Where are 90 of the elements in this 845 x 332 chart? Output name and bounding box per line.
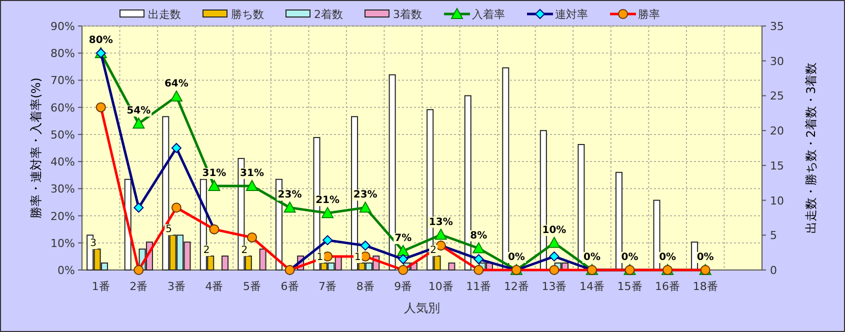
y-tick-label: 20% xyxy=(50,210,75,223)
legend-label: 2着数 xyxy=(314,8,343,21)
bar xyxy=(259,248,266,270)
y-tick-label: 50% xyxy=(50,128,75,142)
data-label: 8% xyxy=(469,230,488,242)
bar xyxy=(388,74,396,270)
y-tick-label: 0% xyxy=(58,264,75,277)
x-tick-label: 7番 xyxy=(318,280,337,293)
data-label: 2 xyxy=(240,245,249,256)
data-label: 0% xyxy=(658,252,678,263)
point xyxy=(322,207,334,218)
data-label: 0% xyxy=(696,252,715,263)
x-tick-label: 12番 xyxy=(504,280,529,293)
point xyxy=(474,254,484,264)
y2-axis-title: 出走数・勝ち数・2着数・3着数 xyxy=(804,62,818,234)
x-tick-label: 9番 xyxy=(394,280,412,293)
legend-label: 連対率 xyxy=(555,8,588,21)
bar xyxy=(448,262,456,270)
point xyxy=(208,180,220,191)
legend-label: 勝ち数 xyxy=(231,8,264,21)
point xyxy=(397,245,410,256)
bar xyxy=(222,256,229,270)
bar xyxy=(653,200,660,270)
y-tick-label: 40% xyxy=(50,156,75,169)
bar xyxy=(464,95,472,270)
point xyxy=(434,228,447,240)
x-tick-label: 15番 xyxy=(617,280,642,293)
y-tick-label: 30% xyxy=(50,182,75,196)
x-axis-title: 人気別 xyxy=(404,301,440,315)
y-tick-label: 60% xyxy=(50,101,75,114)
point xyxy=(548,236,560,248)
y2-tick-label: 35 xyxy=(770,20,784,33)
x-tick-label: 8番 xyxy=(356,280,374,293)
data-label: 23% xyxy=(276,190,303,201)
data-label: 31% xyxy=(239,168,265,179)
y2-tick-label: 0 xyxy=(770,264,777,277)
data-label: 5 xyxy=(164,224,174,236)
legend-label: 入着率 xyxy=(472,8,505,21)
point xyxy=(322,235,333,246)
x-tick-label: 18番 xyxy=(692,280,718,293)
x-tick-label: 11番 xyxy=(466,280,492,293)
data-label: 3 xyxy=(89,238,98,250)
bar xyxy=(502,67,510,270)
data-label: 80% xyxy=(88,35,114,46)
x-tick-label: 2番 xyxy=(130,280,148,293)
y2-tick-label: 25 xyxy=(770,90,784,103)
y-tick-label: 70% xyxy=(50,74,75,88)
data-label: 2 xyxy=(429,245,438,256)
point xyxy=(246,180,258,191)
data-label: 0% xyxy=(620,252,640,263)
point xyxy=(284,202,296,213)
y2-tick-label: 10 xyxy=(770,194,784,208)
point xyxy=(171,143,182,153)
point xyxy=(398,254,408,264)
data-label: 0% xyxy=(582,252,602,263)
point xyxy=(134,202,144,213)
data-label: 1 xyxy=(354,252,362,264)
x-tick-label: 10番 xyxy=(428,280,454,293)
data-label: 21% xyxy=(314,195,341,206)
y-tick-label: 10% xyxy=(50,236,75,250)
legend-label: 出走数 xyxy=(148,8,181,21)
point xyxy=(549,251,560,262)
bar xyxy=(615,172,622,270)
x-tick-label: 1番 xyxy=(92,280,110,293)
point xyxy=(359,202,372,213)
point xyxy=(360,240,370,251)
x-tick-label: 5番 xyxy=(243,280,261,293)
x-tick-label: 16番 xyxy=(655,280,680,293)
data-label: 7% xyxy=(394,233,413,244)
point xyxy=(132,118,145,129)
legend-label: 3着数 xyxy=(393,8,422,21)
point xyxy=(472,242,485,254)
data-label: 0% xyxy=(506,252,526,263)
x-tick-label: 6番 xyxy=(280,280,299,293)
data-label: 23% xyxy=(352,190,378,201)
point xyxy=(170,90,182,102)
data-label: 54% xyxy=(126,106,152,117)
x-tick-label: 3番 xyxy=(167,280,186,293)
y2-tick-label: 15 xyxy=(770,159,784,172)
x-tick-label: 4番 xyxy=(205,280,224,293)
y-tick-label: 90% xyxy=(50,20,75,33)
bar xyxy=(578,144,585,270)
x-tick-label: 14番 xyxy=(580,280,604,293)
y-axis-title: 勝率・連対率・入着率(%) xyxy=(29,78,43,218)
y2-tick-label: 5 xyxy=(770,229,777,242)
x-tick-label: 13番 xyxy=(542,280,567,293)
y2-tick-label: 20 xyxy=(770,124,784,138)
y-tick-label: 80% xyxy=(50,47,75,60)
legend-label: 勝率 xyxy=(638,8,660,21)
y2-tick-label: 30 xyxy=(770,54,784,68)
